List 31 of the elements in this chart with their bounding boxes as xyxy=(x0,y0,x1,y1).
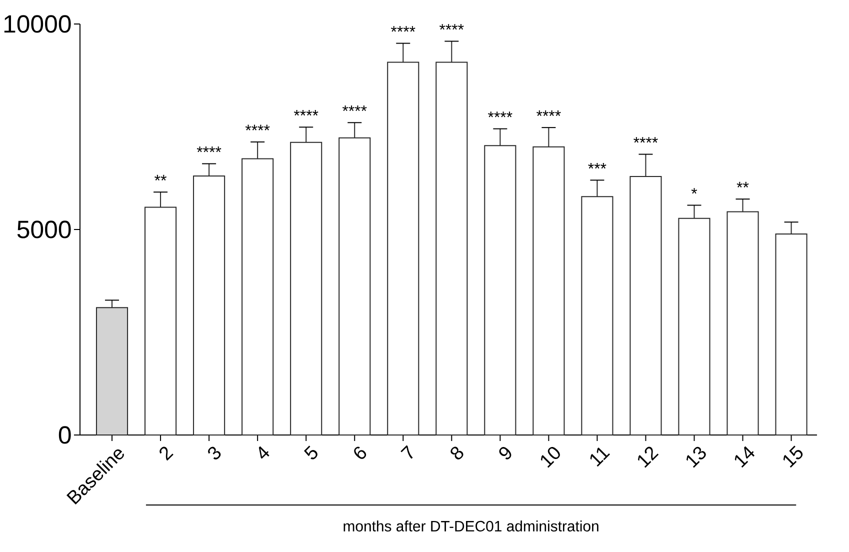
x-tick-label: 2 xyxy=(160,446,174,461)
y-tick-label: 5000 xyxy=(17,220,71,238)
annotation: **** xyxy=(342,105,367,112)
x-tick-label: 14 xyxy=(734,446,755,468)
x-tick-label: 10 xyxy=(540,446,560,468)
annotation: **** xyxy=(488,112,512,118)
annotation: **** xyxy=(390,26,416,32)
x-tick-label: 9 xyxy=(499,447,512,460)
annotation: ** xyxy=(154,174,166,181)
annotation: **** xyxy=(196,146,222,152)
x-tick-label: 8 xyxy=(450,446,464,460)
x-axis-title: months after DT-DEC01 administration xyxy=(344,520,598,532)
y-tick-label: 0 xyxy=(58,426,71,444)
annotation: **** xyxy=(294,110,318,116)
annotation: **** xyxy=(536,110,561,116)
annotation: *** xyxy=(588,162,606,169)
x-tick-label: 11 xyxy=(590,447,610,467)
x-tick-label: 12 xyxy=(638,446,659,468)
x-tick-label: 6 xyxy=(354,446,366,459)
x-tick-label: 5 xyxy=(304,446,318,460)
annotation: **** xyxy=(439,24,464,30)
annotation: **** xyxy=(634,137,658,143)
x-tick-label: 13 xyxy=(686,446,706,468)
x-tick-label: 7 xyxy=(400,445,413,459)
annotation: ** xyxy=(736,182,749,188)
x-tick-label: 4 xyxy=(258,446,270,459)
x-tick-label: 15 xyxy=(783,446,803,468)
x-tick-label: 3 xyxy=(208,446,221,460)
annotation: * xyxy=(691,188,698,194)
annotation: **** xyxy=(245,124,270,130)
y-tick-label: 10000 xyxy=(4,15,71,33)
